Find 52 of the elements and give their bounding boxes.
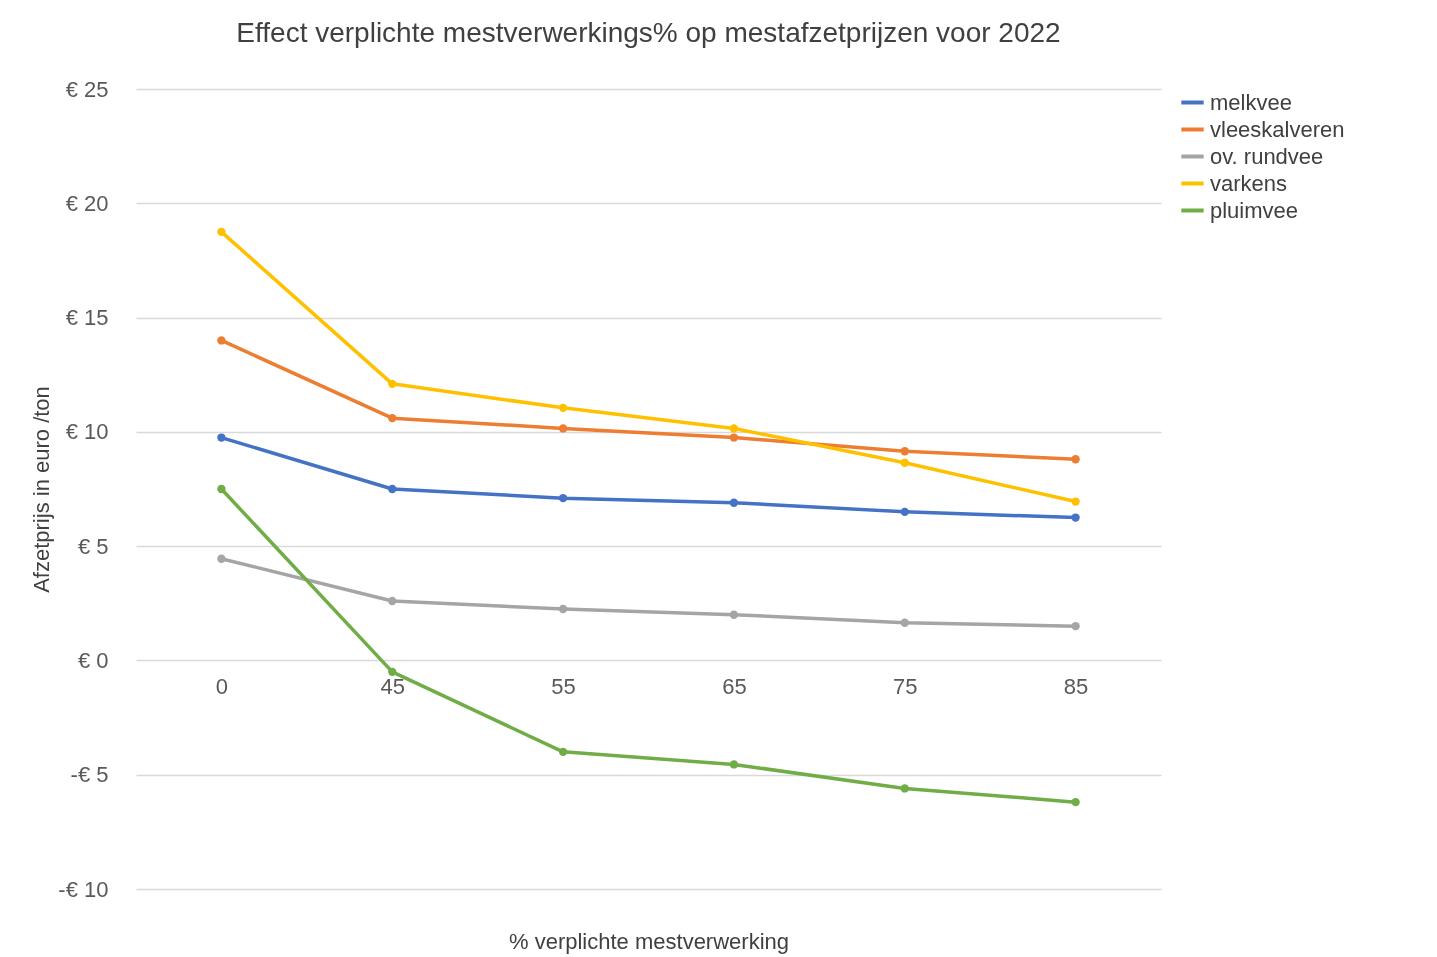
point <box>558 747 568 757</box>
point <box>900 618 909 627</box>
point <box>217 227 226 237</box>
point <box>217 336 226 345</box>
y-tick-label: € 20 <box>65 190 109 216</box>
x-tick-label: 75 <box>893 673 918 699</box>
point <box>1071 497 1080 506</box>
point <box>729 424 739 433</box>
point <box>729 498 739 507</box>
point <box>1071 621 1080 631</box>
point <box>1071 513 1080 522</box>
point <box>388 413 397 423</box>
y-tick-label: -€ 10 <box>58 876 109 902</box>
x-tick-label: 0 <box>215 673 229 699</box>
legend-label: melkvee <box>1210 89 1292 115</box>
y-tick-label: € 10 <box>65 419 109 445</box>
point <box>1071 455 1080 464</box>
x-tick-label: 45 <box>380 673 405 699</box>
point <box>900 507 909 517</box>
point <box>388 596 397 606</box>
point <box>729 610 739 619</box>
point <box>558 403 568 413</box>
y-tick-label: € 15 <box>65 305 109 331</box>
legend-label: vleeskalveren <box>1210 116 1345 142</box>
point <box>388 484 397 494</box>
point <box>558 424 568 433</box>
point <box>388 379 397 389</box>
y-tick-label: -€ 5 <box>70 762 109 788</box>
legend-label: varkens <box>1210 170 1288 196</box>
y-tick-label: € 5 <box>77 533 109 559</box>
point <box>217 484 226 494</box>
point <box>900 784 909 793</box>
legend-label: pluimvee <box>1210 197 1299 223</box>
point <box>217 433 226 442</box>
point <box>1071 797 1080 807</box>
point <box>900 458 909 467</box>
point <box>729 760 739 769</box>
point <box>558 604 568 614</box>
legend-label: ov. rundvee <box>1210 143 1324 169</box>
point <box>388 667 397 677</box>
y-axis-title: Afzetprijs in euro /ton <box>29 386 55 593</box>
point <box>217 554 226 563</box>
x-tick-label: 55 <box>551 673 576 699</box>
chart-title: Effect verplichte mestverwerkings% op mestafzetprijzen voor 2022 <box>236 17 1061 48</box>
x-axis-title: % verplichte mestverwerking <box>509 928 789 954</box>
y-tick-label: € 0 <box>77 647 109 673</box>
y-tick-label: € 25 <box>65 76 109 102</box>
point <box>900 447 909 456</box>
x-tick-label: 65 <box>722 673 747 699</box>
x-tick-label: 85 <box>1063 673 1089 699</box>
point <box>558 493 568 503</box>
point <box>729 433 739 442</box>
